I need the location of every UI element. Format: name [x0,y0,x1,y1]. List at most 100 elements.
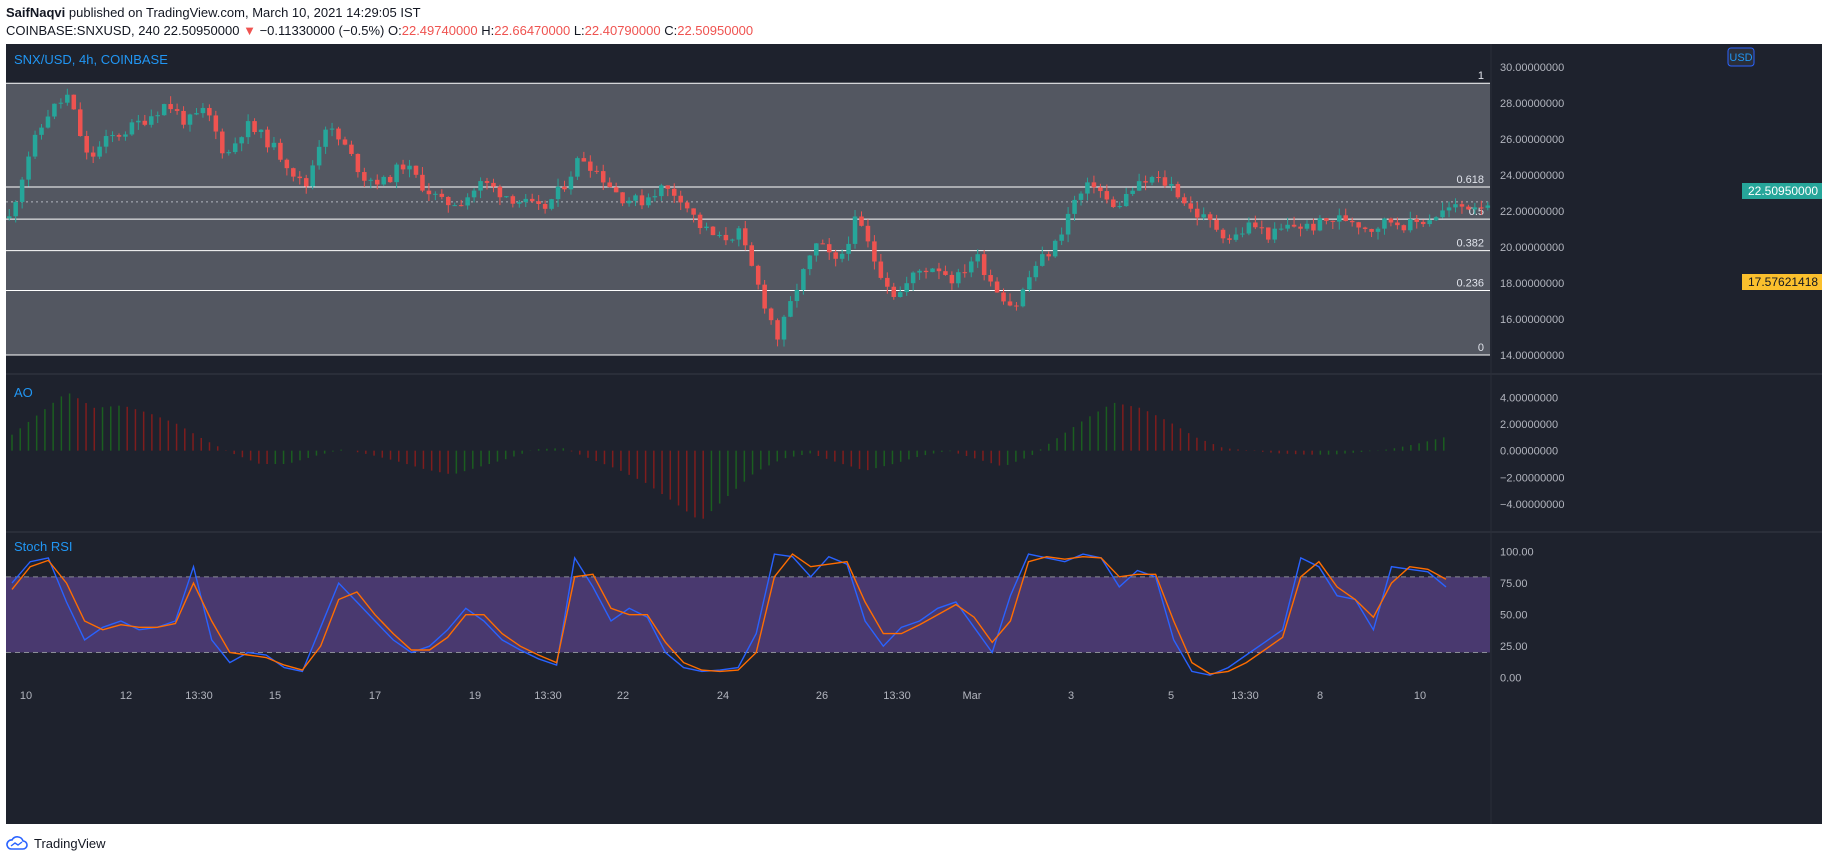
candle-body [220,131,225,154]
candle-body [529,198,535,202]
time-tick-label: 24 [717,690,729,702]
high-label: H: [481,23,495,38]
candle-body [116,135,122,137]
candle-body [1272,228,1277,240]
candle-body [181,110,186,125]
candle-body [1324,218,1329,221]
candle-body [981,254,987,276]
ao-tick-label: −4.00000000 [1500,499,1565,511]
candle-body [723,234,729,241]
candle-body [1123,193,1129,207]
stoch-tick-label: 50.00 [1500,610,1528,622]
price-tick-label: 22.00000000 [1500,206,1564,218]
candle-body [897,292,903,297]
candle-body [1156,177,1161,179]
candle-body [755,265,761,285]
candle-body [161,104,167,116]
candle-body [762,284,767,309]
candle-body [65,94,70,103]
candle-body [904,283,909,293]
footer-brand[interactable]: TradingView [34,835,106,851]
price-axis[interactable]: 30.00000000 28.00000000 26.00000000 24.0000… [1500,62,1565,685]
candle-body [446,196,451,206]
time-tick-label: 8 [1317,690,1323,702]
candle-body [1446,207,1452,211]
stoch-band [6,576,1490,653]
candle-body [1052,240,1058,257]
published-text: published on TradingView.com, March 10, … [68,5,421,20]
candle-body [730,239,735,241]
candle-body [646,197,651,206]
main-legend[interactable]: SNX/USD, 4h, COINBASE [14,52,168,67]
fib-price-tag-text: 17.57621418 [1748,275,1818,289]
candle-body [1111,199,1116,207]
candle-body [291,168,296,177]
chart-pane[interactable]: 1 0.618 0.5 0.382 0.236 0 30.00000000 28.00000… [6,44,1822,824]
fib-level-label: 0 [1478,342,1484,354]
candle-body [142,120,148,125]
candle-body [1408,219,1413,231]
price-tick-label: 16.00000000 [1500,314,1564,326]
candle-body [103,136,109,147]
publish-header: SaifNaqvi published on TradingView.com, … [6,4,1826,40]
candle-body [704,226,709,229]
candle-body [252,121,257,133]
candle-body [949,274,955,284]
candle-body [1298,226,1303,229]
candle-body [814,243,819,256]
candle-body [652,196,658,198]
candle-body [639,195,645,206]
candle-body [1356,222,1361,228]
candle-body [923,270,929,273]
time-axis[interactable]: 10 12 13:30 15 17 19 13:30 22 24 26 13:30 Mar 3 5 13:3… [20,690,1426,702]
candle-body [329,128,335,130]
candle-body [1304,223,1310,229]
candle-body [1459,204,1465,207]
publisher-name[interactable]: SaifNaqvi [6,5,66,20]
ao-legend[interactable]: AO [14,385,33,400]
candle-body [123,134,128,137]
stoch-rsi-pane[interactable] [6,553,1490,676]
candle-body [1420,221,1426,225]
currency-label[interactable]: USD [1729,52,1752,64]
candle-body [1059,234,1064,241]
price-change: −0.11330000 (−0.5%) [259,23,385,38]
currency-button[interactable] [1727,47,1755,67]
candle-body [90,152,96,157]
candle-body [1136,181,1142,191]
candle-body [743,228,748,246]
candle-body [1285,224,1290,229]
candle-body [1194,208,1200,218]
candle-body [575,158,580,177]
candle-body [968,261,974,273]
candle-body [807,255,813,270]
candle-body [1104,191,1110,200]
candle-body [1401,225,1407,231]
tradingview-cloud-icon [6,836,28,850]
stoch-tick-label: 0.00 [1500,673,1521,685]
price-tick-label: 28.00000000 [1500,98,1564,110]
candle-body [1078,193,1084,200]
candle-body [194,113,199,115]
candle-body [846,243,851,254]
candle-body [1253,222,1258,228]
candle-body [801,269,806,290]
ao-tick-label: 2.00000000 [1500,419,1558,431]
candle-body [665,185,671,189]
candle-body [839,253,845,259]
fib-level-label: 0.5 [1469,206,1484,218]
candle-body [433,193,438,195]
candle-body [910,272,916,284]
time-tick-label: 3 [1068,690,1074,702]
candle-body [1369,228,1374,232]
stoch-legend[interactable]: Stoch RSI [14,539,73,554]
candle-body [484,181,490,183]
candle-body [52,103,57,117]
ao-pane[interactable] [11,393,1445,519]
candle-body [1149,177,1155,183]
candle-body [39,127,44,135]
candle-body [833,252,838,259]
fib-retracement[interactable]: 1 0.618 0.5 0.382 0.236 0 [6,70,1490,356]
candle-body [691,208,696,215]
